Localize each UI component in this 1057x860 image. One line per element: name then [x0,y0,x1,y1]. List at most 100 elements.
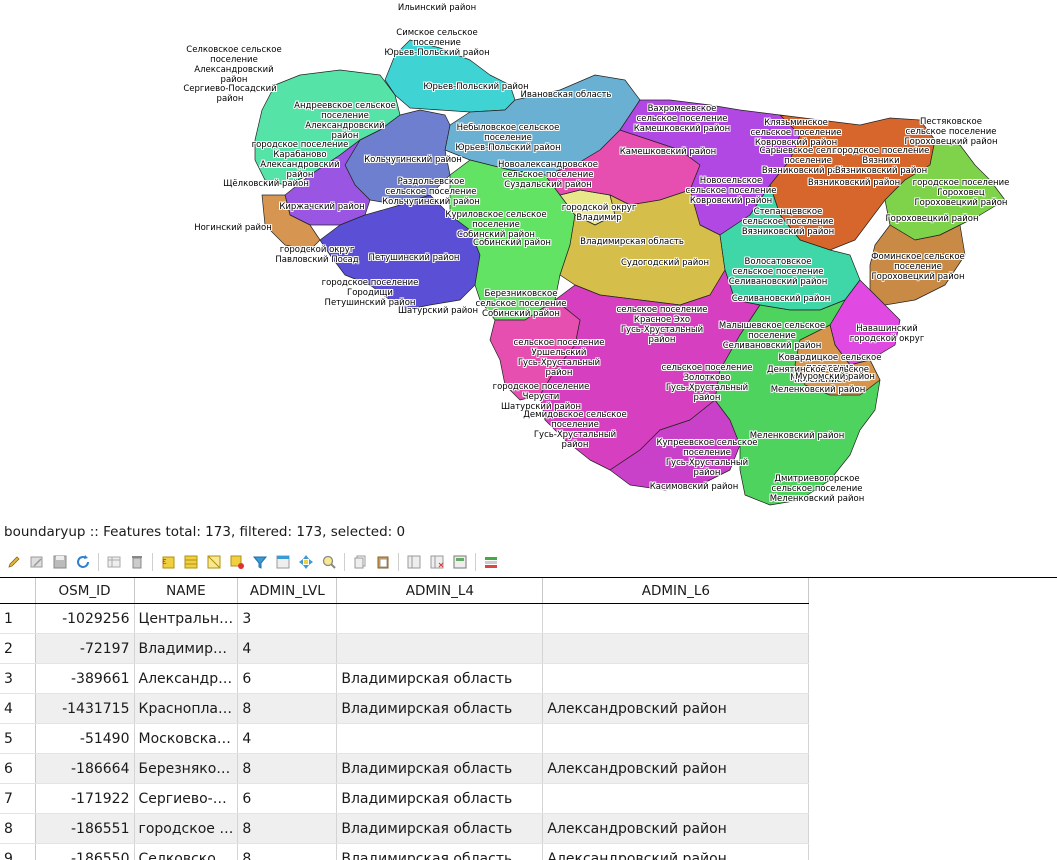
admin-l4-cell[interactable] [337,604,543,634]
osm-id-cell[interactable]: -51490 [35,724,134,754]
admin-l4-cell[interactable]: Владимирская область [337,664,543,694]
pan-to-icon[interactable] [296,552,316,572]
multi-edit-icon[interactable] [27,552,47,572]
column-header-admin-lvl[interactable]: ADMIN_LVL [238,578,337,604]
admin-lvl-cell[interactable]: 8 [238,694,337,724]
pencil-icon[interactable] [4,552,24,572]
admin-lvl-cell[interactable]: 6 [238,784,337,814]
column-header-osm-id[interactable]: OSM_ID [35,578,134,604]
admin-lvl-cell[interactable]: 8 [238,814,337,844]
admin-l6-cell[interactable]: Александровский район [543,844,809,860]
admin-l4-cell[interactable]: Владимирская область [337,814,543,844]
name-cell[interactable]: городское … [134,814,238,844]
row-number-cell[interactable]: 5 [0,724,35,754]
map-label: Новоалександровское сельское поселение С… [498,160,598,190]
admin-l4-cell[interactable] [337,634,543,664]
row-number-cell[interactable]: 3 [0,664,35,694]
admin-l6-cell[interactable] [543,634,809,664]
admin-l6-cell[interactable] [543,604,809,634]
admin-l6-cell[interactable] [543,664,809,694]
row-number-cell[interactable]: 9 [0,844,35,860]
admin-lvl-cell[interactable]: 8 [238,844,337,860]
new-field-icon[interactable] [404,552,424,572]
map-label: городской округ Владимир [562,203,637,223]
admin-lvl-cell[interactable]: 6 [238,664,337,694]
zoom-to-icon[interactable] [319,552,339,572]
paste-icon[interactable] [373,552,393,572]
osm-id-cell[interactable]: -186551 [35,814,134,844]
name-cell[interactable]: Селковско… [134,844,238,860]
row-number-cell[interactable]: 2 [0,634,35,664]
admin-lvl-cell[interactable]: 4 [238,634,337,664]
admin-l4-cell[interactable]: Владимирская область [337,694,543,724]
attribute-table[interactable]: OSM_ID NAME ADMIN_LVL ADMIN_L4 ADMIN_L6 … [0,577,1057,860]
name-cell[interactable]: Владимир… [134,634,238,664]
row-number-cell[interactable]: 7 [0,784,35,814]
save-icon[interactable] [50,552,70,572]
row-number-cell[interactable]: 8 [0,814,35,844]
admin-l4-cell[interactable] [337,724,543,754]
admin-lvl-cell[interactable]: 8 [238,754,337,784]
osm-id-cell[interactable]: -186550 [35,844,134,860]
add-feature-icon[interactable] [104,552,124,572]
delete-field-icon[interactable] [427,552,447,572]
column-header-admin-l6[interactable]: ADMIN_L6 [543,578,809,604]
map-label: Демидовское сельское поселение Гусь-Хрус… [523,410,626,450]
row-number-header[interactable] [0,578,35,604]
osm-id-cell[interactable]: -1431715 [35,694,134,724]
admin-l6-cell[interactable]: Александровский район [543,814,809,844]
conditional-format-icon[interactable] [481,552,501,572]
deselect-icon[interactable] [227,552,247,572]
copy-icon[interactable] [350,552,370,572]
osm-id-cell[interactable]: -389661 [35,664,134,694]
column-header-name[interactable]: NAME [134,578,238,604]
name-cell[interactable]: Александр… [134,664,238,694]
filter-icon[interactable] [250,552,270,572]
admin-l6-cell[interactable] [543,724,809,754]
admin-l6-cell[interactable]: Александровский район [543,694,809,724]
admin-lvl-cell[interactable]: 4 [238,724,337,754]
osm-id-cell[interactable]: -1029256 [35,604,134,634]
map-label: городское поселение Карабаново Александр… [252,140,349,180]
osm-id-cell[interactable]: -186664 [35,754,134,784]
select-all-icon[interactable] [181,552,201,572]
toolbar-separator [152,553,153,571]
expression-select-icon[interactable]: ε [158,552,178,572]
name-cell[interactable]: Центральн… [134,604,238,634]
name-cell[interactable]: Краснопла… [134,694,238,724]
map-label: Селивановский район [732,294,831,304]
admin-l6-cell[interactable] [543,784,809,814]
field-calculator-icon[interactable] [450,552,470,572]
row-number-cell[interactable]: 4 [0,694,35,724]
admin-l4-cell[interactable]: Владимирская область [337,844,543,860]
name-cell[interactable]: Московска… [134,724,238,754]
name-cell[interactable]: Березняко… [134,754,238,784]
row-number-cell[interactable]: 6 [0,754,35,784]
osm-id-cell[interactable]: -72197 [35,634,134,664]
map-label: Собинский район [473,238,551,248]
admin-l6-cell[interactable]: Александровский район [543,754,809,784]
admin-lvl-cell[interactable]: 3 [238,604,337,634]
map-label: городское поселение Городищи Петушинский… [322,278,419,308]
admin-l4-cell[interactable]: Владимирская область [337,754,543,784]
move-top-icon[interactable] [273,552,293,572]
row-number-cell[interactable]: 1 [0,604,35,634]
osm-id-cell[interactable]: -171922 [35,784,134,814]
admin-l4-cell[interactable]: Владимирская область [337,784,543,814]
reload-icon[interactable] [73,552,93,572]
name-cell[interactable]: Сергиево-… [134,784,238,814]
column-header-admin-l4[interactable]: ADMIN_L4 [337,578,543,604]
map-label: Ногинский район [194,223,272,233]
invert-selection-icon[interactable] [204,552,224,572]
delete-icon[interactable] [127,552,147,572]
